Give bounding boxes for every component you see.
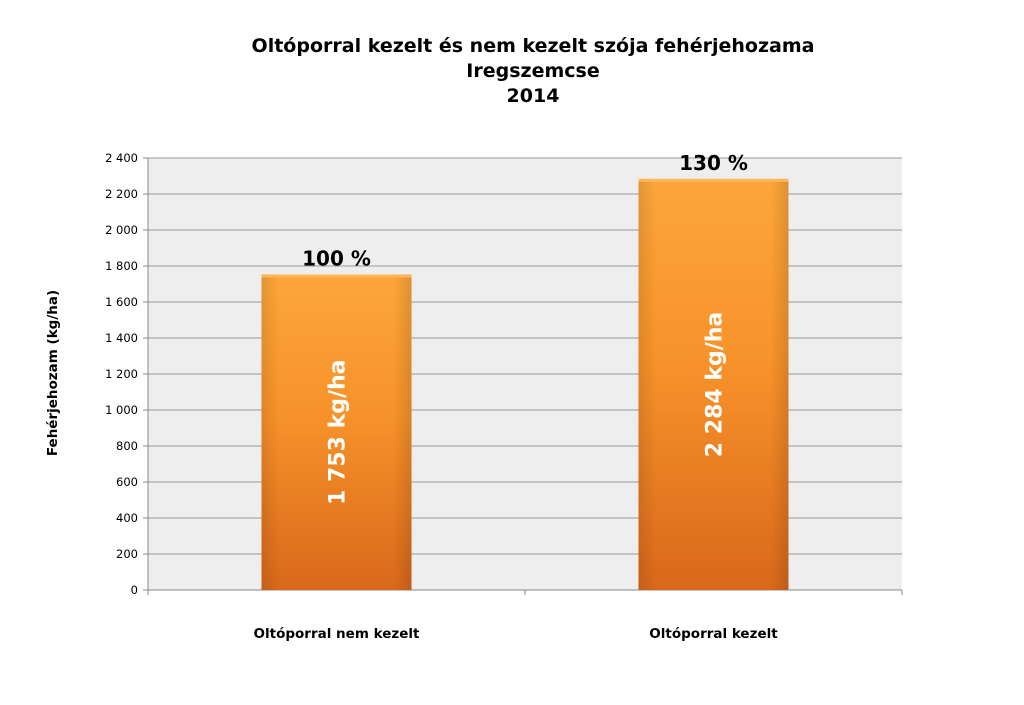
chart-title-line-1: Oltóporral kezelt és nem kezelt szója fe… — [252, 35, 815, 57]
bar-percent-label: 100 % — [302, 246, 371, 270]
bar-top-highlight — [261, 274, 412, 278]
bar-shading — [638, 178, 789, 590]
y-tick-label: 1 400 — [105, 331, 138, 345]
y-tick-label: 1 800 — [105, 259, 138, 273]
y-tick-label: 1 600 — [105, 295, 138, 309]
chart-title-line-2: Iregszemcse — [466, 60, 599, 82]
y-tick-label: 1 200 — [105, 367, 138, 381]
bar-shading — [261, 274, 412, 590]
y-tick-label: 400 — [116, 511, 138, 525]
y-tick-label: 2 000 — [105, 223, 138, 237]
y-tick-label: 2 200 — [105, 187, 138, 201]
x-category-label: Oltóporral nem kezelt — [254, 626, 420, 642]
x-category-label: Oltóporral kezelt — [649, 626, 778, 642]
y-tick-label: 800 — [116, 439, 138, 453]
bar-value-label: 1 753 kg/ha — [326, 359, 351, 504]
y-tick-label: 600 — [116, 475, 138, 489]
bar-percent-label: 130 % — [679, 151, 748, 175]
y-axis-ticks: 0 200 400 600 800 1 000 1 200 1 400 1 600 1 800 2 … — [105, 151, 148, 597]
chart-title-line-3: 2014 — [507, 85, 560, 107]
bar-value-label: 2 284 kg/ha — [703, 312, 728, 457]
y-tick-label: 1 000 — [105, 403, 138, 417]
y-tick-label: 200 — [116, 547, 138, 561]
y-tick-label: 2 400 — [105, 151, 138, 165]
y-tick-label: 0 — [131, 583, 138, 597]
x-axis-labels: Oltóporral nem kezelt Oltóporral kezelt — [254, 626, 779, 642]
bars: 1 753 kg/ha 100 % 2 284 kg/ha 130 % — [261, 151, 789, 590]
y-axis-label: Fehérjehozam (kg/ha) — [45, 290, 61, 456]
chart-title: Oltóporral kezelt és nem kezelt szója fe… — [252, 35, 815, 107]
bar-top-highlight — [638, 178, 789, 182]
